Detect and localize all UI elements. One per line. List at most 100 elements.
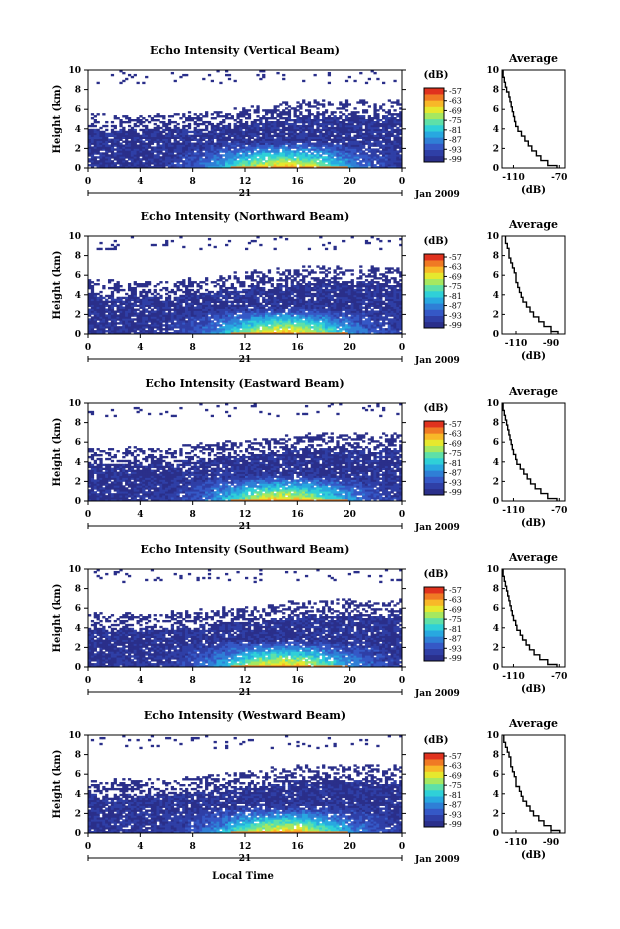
x-tick-label: 16 — [291, 842, 304, 852]
colorbar-segment — [424, 254, 444, 261]
colorbar-segment — [424, 445, 444, 453]
colorbar-tick-label: -99 — [449, 155, 462, 164]
avg-y-tick-label: 2 — [493, 643, 499, 653]
y-tick-label: 8 — [75, 419, 81, 429]
avg-y-tick-label: 2 — [493, 809, 499, 819]
x-tick-label: 12 — [239, 676, 252, 686]
colorbar-tick-label: -57 — [449, 752, 462, 761]
colorbar-segment — [424, 753, 444, 760]
colorbar-segment — [424, 605, 444, 612]
x-tick-label: 20 — [343, 177, 356, 187]
colorbar-segment — [424, 88, 444, 95]
colorbar-tick-label: -81 — [449, 625, 462, 634]
colorbar-segment — [424, 617, 444, 625]
colorbar-segment — [424, 599, 444, 606]
colorbar-tick-label: -63 — [449, 430, 462, 439]
date-label: Jan 2009 — [414, 356, 460, 366]
avg-y-tick-label: 8 — [493, 751, 499, 761]
colorbar-segment — [424, 630, 444, 637]
colorbar-tick-label: -57 — [449, 253, 462, 262]
avg-y-tick-label: 6 — [493, 604, 499, 614]
x-tick-label: 4 — [137, 842, 143, 852]
colorbar-tick-label: -87 — [449, 302, 462, 311]
y-axis-label: Height (km) — [52, 418, 63, 487]
avg-x-label: (dB) — [521, 684, 546, 695]
y-axis-label: Height (km) — [52, 85, 63, 154]
y-tick-label: 8 — [75, 86, 81, 96]
heatmap-cells — [88, 735, 403, 834]
avg-y-tick-label: 10 — [486, 565, 499, 575]
colorbar-tick-label: -75 — [449, 781, 462, 790]
colorbar-segment — [424, 777, 444, 785]
colorbar-tick-label: -57 — [449, 87, 462, 96]
heatmap-cells — [88, 569, 403, 668]
colorbar-segment — [424, 808, 444, 815]
y-tick-label: 0 — [75, 663, 81, 673]
avg-x-label: (dB) — [521, 850, 546, 861]
colorbar-tick-label: -87 — [449, 136, 462, 145]
day-label: 21 — [239, 522, 252, 532]
colorbar-tick-label: -69 — [449, 771, 462, 780]
avg-x-tick-label: -90 — [543, 339, 559, 349]
avg-x-tick-label: -90 — [543, 838, 559, 848]
avg-y-tick-label: 6 — [493, 438, 499, 448]
colorbar-tick-label: -93 — [449, 644, 462, 653]
y-tick-label: 4 — [75, 790, 81, 800]
heatmap-cells — [88, 70, 403, 169]
panel-title: Echo Intensity (Northward Beam) — [141, 210, 350, 223]
colorbar-segment — [424, 125, 444, 132]
x-tick-label: 8 — [190, 676, 196, 686]
avg-y-tick-label: 4 — [493, 790, 499, 800]
y-tick-label: 0 — [75, 829, 81, 839]
colorbar-segment — [424, 112, 444, 120]
x-tick-label: 4 — [137, 177, 143, 187]
x-tick-label: 0 — [399, 676, 405, 686]
colorbar-segment — [424, 476, 444, 483]
average-frame — [501, 235, 566, 335]
colorbar-segment — [424, 421, 444, 428]
avg-y-tick-label: 4 — [493, 458, 499, 468]
colorbar-tick-label: -75 — [449, 116, 462, 125]
colorbar-segment — [424, 94, 444, 101]
colorbar-segment — [424, 143, 444, 150]
colorbar-tick-label: -99 — [449, 654, 462, 663]
x-axis-label: Local Time — [212, 871, 274, 882]
colorbar-tick-label: -99 — [449, 488, 462, 497]
x-tick-label: 12 — [239, 177, 252, 187]
colorbar-tick-label: -99 — [449, 321, 462, 330]
colorbar-frame — [423, 752, 445, 828]
average-frame — [501, 402, 566, 502]
average-profile-line — [503, 735, 561, 833]
echo-panel-2: Echo Intensity (Eastward Beam) 0 2 4 6 8 10 Hei… — [52, 377, 567, 533]
echo-panel-3: Echo Intensity (Southward Beam) 0 2 4 6 8 10 He… — [52, 543, 567, 699]
date-label: Jan 2009 — [414, 855, 460, 865]
colorbar-tick-label: -63 — [449, 97, 462, 106]
y-tick-label: 2 — [75, 144, 81, 154]
x-tick-label: 0 — [399, 842, 405, 852]
colorbar-unit: (dB) — [424, 236, 449, 247]
colorbar-segment — [424, 260, 444, 267]
y-tick-label: 6 — [75, 271, 81, 281]
avg-y-tick-label: 0 — [493, 164, 499, 174]
colorbar-frame — [423, 87, 445, 163]
colorbar-segment — [424, 149, 444, 157]
colorbar-unit: (dB) — [424, 403, 449, 414]
panel-title: Echo Intensity (Southward Beam) — [141, 543, 350, 556]
colorbar-segment — [424, 482, 444, 490]
y-tick-label: 0 — [75, 330, 81, 340]
colorbar-segment — [424, 131, 444, 138]
echo-panel-0: Echo Intensity (Vertical Beam) 0 2 4 6 8 10 Hei… — [52, 44, 567, 200]
avg-y-tick-label: 0 — [493, 663, 499, 673]
average-profile-line — [504, 236, 559, 334]
x-tick-label: 12 — [239, 343, 252, 353]
x-tick-label: 8 — [190, 510, 196, 520]
colorbar-segment — [424, 593, 444, 600]
y-tick-label: 4 — [75, 458, 81, 468]
x-tick-label: 16 — [291, 343, 304, 353]
x-tick-label: 8 — [190, 343, 196, 353]
y-tick-label: 8 — [75, 751, 81, 761]
average-profile-line — [502, 70, 558, 168]
colorbar-tick-label: -93 — [449, 311, 462, 320]
colorbar-segment — [424, 321, 444, 329]
colorbar-segment — [424, 759, 444, 766]
